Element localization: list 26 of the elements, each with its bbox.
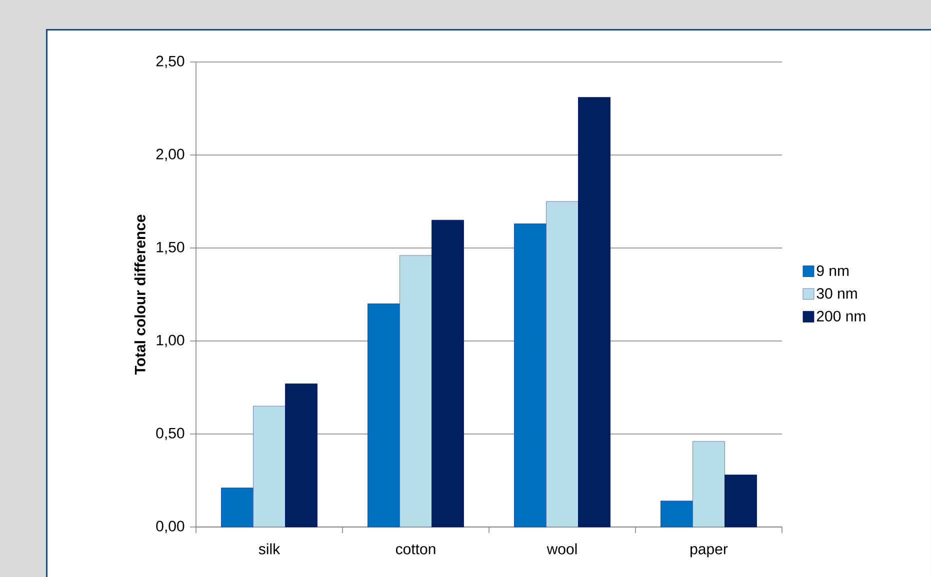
bar [368,304,400,528]
y-tick-label: 1,00 [156,334,184,348]
bar [285,384,318,528]
y-tick-label: 2,50 [156,56,184,68]
bar [400,255,432,528]
x-tick-label: wool [546,543,577,554]
bar [660,500,693,528]
legend-label: 30 nm [816,288,857,299]
bar [578,97,610,528]
bar [432,220,464,528]
x-tick-label: cotton [396,544,436,554]
x-tick-label: silk [258,543,280,554]
y-axis-title: Total colour difference [134,214,146,375]
y-tick-label: 0,50 [156,428,184,440]
y-tick-label: 0,00 [156,520,184,534]
bar [221,488,254,528]
legend-label: 9 nm [816,265,849,276]
bar [546,201,578,528]
bar [692,441,725,528]
bar [724,474,757,528]
x-tick-label: paper [690,546,728,558]
y-tick-label: 1,50 [156,242,184,254]
bar [514,224,546,528]
bar [253,406,286,528]
y-tick-label: 2,00 [156,148,184,162]
legend-label: 200 nm [816,310,866,322]
